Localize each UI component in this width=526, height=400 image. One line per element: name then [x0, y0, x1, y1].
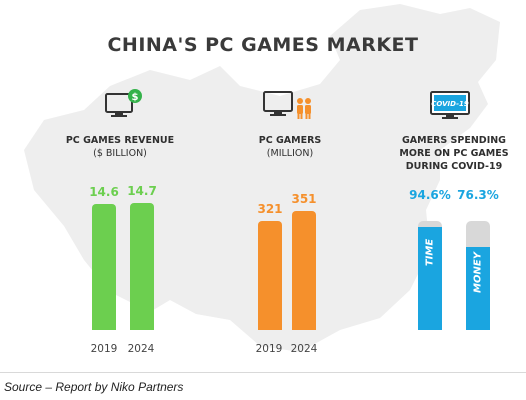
money-bar-label: MONEY: [472, 251, 484, 293]
covid-title-line-1: GAMERS SPENDING: [402, 135, 506, 146]
monitor-covid-icon: COVID-19: [430, 91, 470, 119]
time-value: 94.6%: [409, 188, 451, 202]
gamers-label: PC GAMERS (MILLION): [220, 134, 360, 160]
money-bar-fill: [466, 246, 490, 330]
footer-divider: [0, 372, 526, 373]
revenue-bar-2024: [130, 203, 154, 330]
gamers-year-2024: 2024: [290, 343, 318, 355]
covid-title-line-3: DURING COVID-19: [405, 161, 503, 172]
svg-text:$: $: [132, 92, 139, 103]
page-title: CHINA'S PC GAMES MARKET: [107, 34, 419, 56]
money-bar-track: [466, 221, 490, 330]
gamers-bar-2019: [258, 221, 282, 330]
revenue-subtitle: ($ BILLION): [93, 148, 147, 159]
revenue-year-2019: 2019: [90, 343, 118, 355]
covid-icon-text: COVID-19: [431, 100, 469, 108]
source-note: Source – Report by Niko Partners: [4, 380, 184, 394]
monitor-people-icon: [263, 91, 311, 119]
revenue-value-2019: 14.6: [89, 184, 119, 199]
covid-title-line-2: MORE ON PC GAMES: [399, 148, 509, 159]
gamers-subtitle: (MILLION): [266, 148, 314, 159]
revenue-label: PC GAMES REVENUE ($ BILLION): [50, 134, 190, 160]
gamers-year-2019: 2019: [255, 343, 283, 355]
time-bar-fill: [418, 226, 442, 330]
monitor-dollar-icon: $: [105, 89, 142, 117]
time-bar-track: [418, 221, 442, 330]
time-bar-label: TIME: [424, 238, 436, 267]
revenue-title: PC GAMES REVENUE: [65, 135, 175, 146]
gamers-bar-2024: [292, 211, 316, 330]
gamers-title: PC GAMERS: [258, 135, 322, 146]
revenue-value-2024: 14.7: [127, 184, 157, 198]
gamers-value-2019: 321: [257, 202, 283, 217]
gamers-value-2024: 351: [291, 192, 317, 206]
money-value: 76.3%: [457, 188, 499, 202]
covid-label: GAMERS SPENDING MORE ON PC GAMES DURING …: [384, 134, 524, 173]
revenue-year-2024: 2024: [127, 343, 155, 355]
revenue-bar-2019: [92, 203, 116, 330]
